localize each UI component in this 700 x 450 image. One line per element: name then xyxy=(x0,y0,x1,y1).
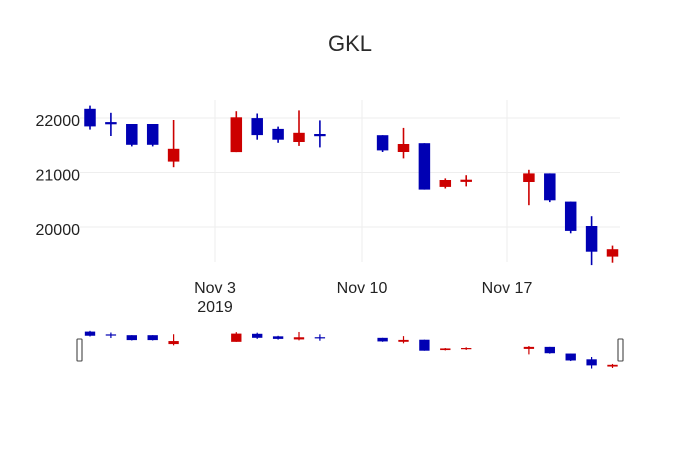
svg-text:Nov 17: Nov 17 xyxy=(482,280,533,297)
svg-text:20000: 20000 xyxy=(36,222,81,239)
svg-text:Nov 10: Nov 10 xyxy=(337,280,388,297)
svg-text:22000: 22000 xyxy=(36,113,81,130)
svg-text:Nov 3: Nov 3 xyxy=(194,280,236,297)
svg-text:21000: 21000 xyxy=(36,168,81,185)
svg-text:2019: 2019 xyxy=(197,299,233,316)
